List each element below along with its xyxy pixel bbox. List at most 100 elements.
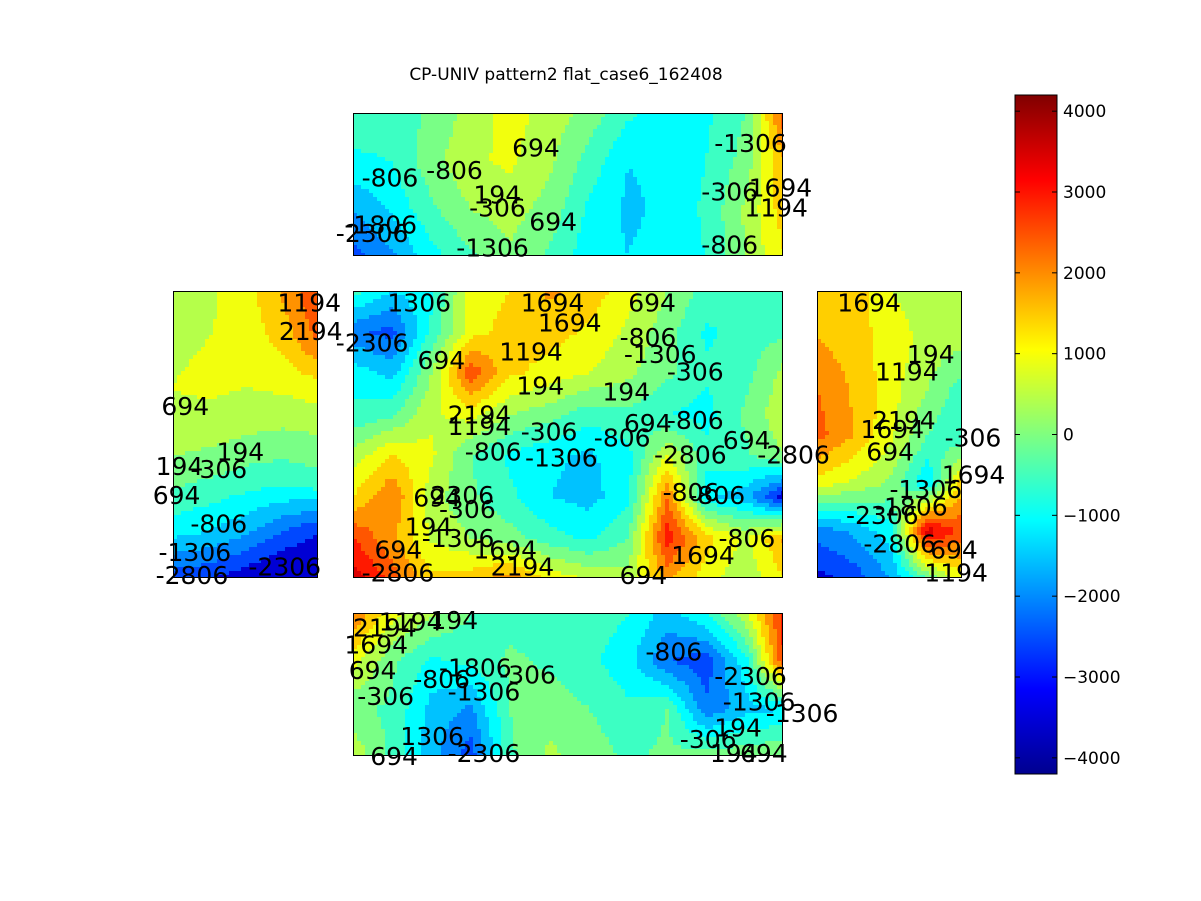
contour-label: 194 — [516, 372, 564, 401]
contour-label: -806 — [663, 478, 720, 507]
contour-label: 1306 — [387, 289, 451, 318]
contour-label: 194 — [217, 438, 265, 467]
contour-label: 1194 — [744, 193, 808, 222]
colorbar-tick-label: −4000 — [1063, 749, 1121, 769]
contour-label: 1194 — [924, 558, 988, 587]
contour-label: 694 — [740, 739, 788, 768]
contour-label: -2306 — [846, 501, 919, 530]
contour-label: 2194 — [491, 553, 555, 582]
panel-left-cells — [173, 291, 318, 578]
contour-label: -2306 — [248, 553, 321, 582]
contour-label: -1306 — [422, 524, 495, 553]
contour-label: -306 — [680, 725, 737, 754]
contour-label: -306 — [521, 418, 578, 447]
contour-label: 1694 — [942, 461, 1006, 490]
colorbar-tick-label: 0 — [1063, 426, 1074, 446]
contour-label: 194 — [473, 181, 521, 210]
contour-label: 1194 — [379, 608, 443, 637]
contour-label: -1806 — [439, 653, 512, 682]
contour-label: 194 — [710, 739, 758, 768]
contour-label: -806 — [645, 638, 702, 667]
chart-title: CP-UNIV pattern2 flat_case6_162408 — [409, 65, 722, 85]
contour-label: 1306 — [400, 722, 464, 751]
contour-label: 1694 — [749, 173, 813, 202]
contour-label: 694 — [161, 392, 209, 421]
contour-label: 2194 — [448, 400, 512, 429]
contour-label: 194 — [714, 713, 762, 742]
contour-label: -1306 — [448, 678, 521, 707]
contour-label: 694 — [413, 484, 461, 513]
contour-label: 2194 — [872, 406, 936, 435]
contour-label: -806 — [465, 438, 522, 467]
contour-label: -2806 — [654, 441, 727, 470]
contour-label: 194 — [430, 606, 478, 635]
contour-label: 694 — [153, 481, 201, 510]
colorbar: 4000 3000 2000 1000 0 −1000 −2000 −3000 −4000 — [1014, 94, 1121, 775]
contour-label: -2306 — [714, 662, 787, 691]
contour-label: -806 — [594, 423, 651, 452]
colorbar-tick-label: 4000 — [1063, 102, 1106, 122]
contour-label: -1306 — [714, 129, 787, 158]
contour-label: -1306 — [624, 340, 697, 369]
contour-label: -2306 — [448, 739, 521, 768]
contour-label: -306 — [357, 682, 414, 711]
contour-label: 1194 — [875, 357, 939, 386]
contour-label: 1694 — [861, 415, 925, 444]
contour-label: -1806 — [344, 211, 417, 240]
panel-bottom-border — [353, 613, 783, 756]
contour-label: -806 — [688, 481, 745, 510]
contour-label: 694 — [370, 742, 418, 771]
contour-label: 2194 — [353, 613, 417, 642]
panel-left-border — [173, 291, 318, 578]
panel-top-border — [353, 113, 783, 256]
contour-label: -1806 — [875, 492, 948, 521]
contour-label: -806 — [362, 163, 419, 192]
contour-label: 694 — [930, 535, 978, 564]
contour-label: -1306 — [890, 475, 963, 504]
panel-right-cells — [817, 291, 962, 578]
contour-label: 1694 — [837, 289, 901, 318]
colorbar-tick-label: −3000 — [1063, 668, 1121, 688]
contour-label: 694 — [624, 409, 672, 438]
contour-label: 2194 — [279, 317, 343, 346]
contour-label: -2806 — [362, 558, 435, 587]
contour-label: -306 — [667, 357, 724, 386]
panel-left — [173, 291, 318, 578]
contour-label: 694 — [418, 346, 466, 375]
contour-label: 694 — [866, 438, 914, 467]
panel-center-border — [353, 291, 783, 578]
contour-label: 194 — [156, 452, 204, 481]
contour-label: -806 — [426, 156, 483, 185]
contour-label: -2806 — [863, 530, 936, 559]
contour-label: -1306 — [766, 699, 839, 728]
panel-top-cells — [353, 113, 783, 256]
panel-bottom — [353, 613, 783, 756]
contour-label: -806 — [620, 323, 677, 352]
contour-label: 194 — [602, 377, 650, 406]
colorbar-tick-label: 1000 — [1063, 345, 1106, 365]
contour-label: -306 — [701, 178, 758, 207]
contour-label: 1694 — [521, 289, 585, 318]
panel-center — [353, 291, 783, 578]
contour-label: 1694 — [671, 541, 735, 570]
colorbar-gradient — [1014, 94, 1058, 775]
contour-label: -1306 — [723, 688, 796, 717]
contour-label: 694 — [620, 561, 668, 590]
contour-label: -306 — [469, 193, 526, 222]
contour-label: 1694 — [344, 631, 408, 660]
panel-right-border — [817, 291, 962, 578]
colorbar-tick-label: −1000 — [1063, 506, 1121, 526]
contour-label: 1194 — [448, 412, 512, 441]
contour-label: -1306 — [456, 233, 529, 262]
panel-bottom-cells — [353, 613, 783, 756]
contour-label: -2806 — [156, 561, 229, 590]
contour-label: 694 — [723, 426, 771, 455]
colorbar-tick-label: −2000 — [1063, 587, 1121, 607]
contour-label: 694 — [349, 656, 397, 685]
contour-label: 1194 — [277, 289, 341, 318]
contour-label: 694 — [529, 208, 577, 237]
colorbar-tick-label: 3000 — [1063, 183, 1106, 203]
contour-label: -306 — [190, 455, 247, 484]
